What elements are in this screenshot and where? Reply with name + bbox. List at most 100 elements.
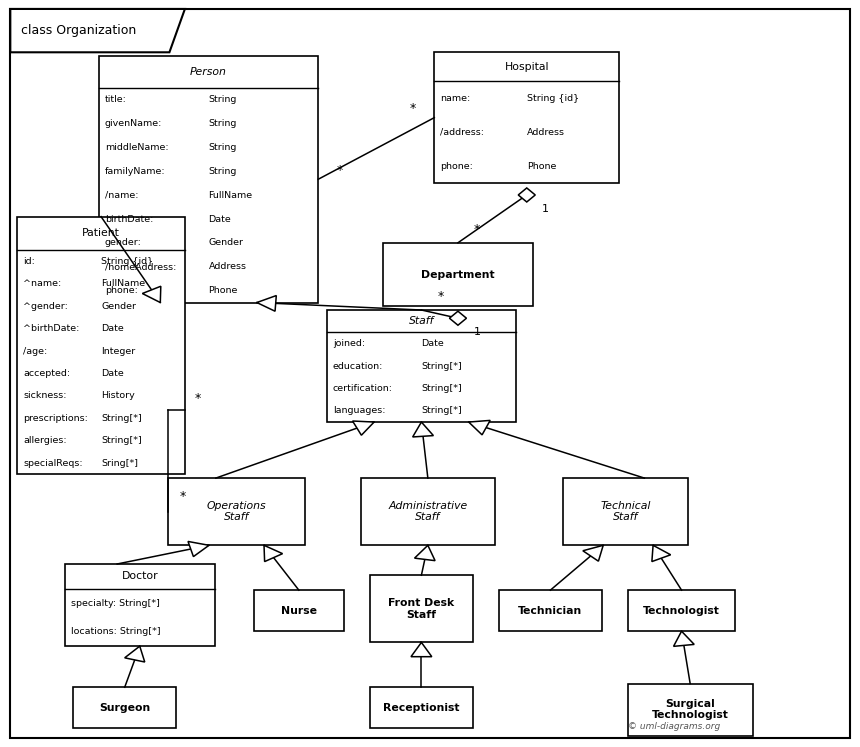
Text: Date: Date xyxy=(101,369,124,378)
Text: /address:: /address: xyxy=(440,128,484,137)
Text: Front Desk
Staff: Front Desk Staff xyxy=(389,598,454,619)
Text: Date: Date xyxy=(421,339,444,348)
Polygon shape xyxy=(411,642,432,657)
Text: Sring[*]: Sring[*] xyxy=(101,459,138,468)
Polygon shape xyxy=(450,311,466,325)
Bar xyxy=(628,590,735,631)
Polygon shape xyxy=(583,545,603,561)
Text: String {id}: String {id} xyxy=(526,93,579,102)
Text: String[*]: String[*] xyxy=(101,436,142,445)
Text: Technician: Technician xyxy=(519,606,582,616)
Text: String[*]: String[*] xyxy=(421,362,462,371)
Text: Address: Address xyxy=(526,128,565,137)
Text: languages:: languages: xyxy=(333,406,385,415)
Text: Phone: Phone xyxy=(526,161,556,170)
Text: Address: Address xyxy=(208,262,247,271)
Text: Receptionist: Receptionist xyxy=(384,703,459,713)
Text: String: String xyxy=(208,120,237,128)
Bar xyxy=(73,687,176,728)
Text: phone:: phone: xyxy=(440,161,473,170)
Polygon shape xyxy=(652,545,671,562)
Text: middleName:: middleName: xyxy=(105,143,169,152)
Polygon shape xyxy=(519,188,535,202)
Polygon shape xyxy=(673,631,694,646)
Text: © uml-diagrams.org: © uml-diagrams.org xyxy=(628,722,720,731)
Text: title:: title: xyxy=(105,96,126,105)
Polygon shape xyxy=(143,286,161,303)
Bar xyxy=(370,575,473,642)
Text: specialReqs:: specialReqs: xyxy=(23,459,83,468)
Text: 1: 1 xyxy=(542,204,550,214)
Text: class Organization: class Organization xyxy=(21,24,136,37)
Bar xyxy=(628,684,752,736)
Text: /homeAddress:: /homeAddress: xyxy=(105,262,176,271)
Text: *: * xyxy=(474,223,480,236)
Text: Nurse: Nurse xyxy=(281,606,316,616)
Bar xyxy=(563,478,688,545)
Text: gender:: gender: xyxy=(105,238,142,247)
Text: FullName: FullName xyxy=(208,190,253,199)
Text: /name:: /name: xyxy=(105,190,138,199)
Polygon shape xyxy=(188,542,209,557)
Text: certification:: certification: xyxy=(333,384,393,393)
Text: String {id}: String {id} xyxy=(101,257,153,266)
Text: Technical
Staff: Technical Staff xyxy=(600,501,651,522)
Text: name:: name: xyxy=(440,93,470,102)
Text: joined:: joined: xyxy=(333,339,365,348)
Polygon shape xyxy=(10,9,185,52)
Polygon shape xyxy=(257,296,276,311)
Bar xyxy=(499,590,602,631)
Bar xyxy=(327,310,516,422)
Text: Hospital: Hospital xyxy=(505,62,549,72)
Text: Operations
Staff: Operations Staff xyxy=(206,501,267,522)
Text: History: History xyxy=(101,391,135,400)
Text: locations: String[*]: locations: String[*] xyxy=(71,627,160,636)
Text: allergies:: allergies: xyxy=(23,436,67,445)
Text: Doctor: Doctor xyxy=(121,571,158,581)
Text: birthDate:: birthDate: xyxy=(105,214,153,223)
Bar xyxy=(168,478,305,545)
Text: ^name:: ^name: xyxy=(23,279,61,288)
Text: Integer: Integer xyxy=(101,347,135,356)
Text: Date: Date xyxy=(101,324,124,333)
Text: sickness:: sickness: xyxy=(23,391,67,400)
Text: accepted:: accepted: xyxy=(23,369,71,378)
Text: ^gender:: ^gender: xyxy=(23,302,68,311)
Text: 1: 1 xyxy=(473,327,481,338)
Polygon shape xyxy=(413,422,433,437)
Text: Surgeon: Surgeon xyxy=(99,703,150,713)
Text: *: * xyxy=(336,164,343,177)
Bar xyxy=(99,56,318,303)
Text: String: String xyxy=(208,143,237,152)
Bar xyxy=(254,590,344,631)
Text: Patient: Patient xyxy=(82,229,120,238)
Text: /age:: /age: xyxy=(23,347,47,356)
Text: Department: Department xyxy=(421,270,494,279)
Text: *: * xyxy=(180,490,187,503)
Text: Technologist: Technologist xyxy=(643,606,720,616)
Text: Staff: Staff xyxy=(408,316,434,326)
Text: givenName:: givenName: xyxy=(105,120,163,128)
Bar xyxy=(64,564,215,646)
Text: prescriptions:: prescriptions: xyxy=(23,414,88,423)
Text: ^birthDate:: ^birthDate: xyxy=(23,324,80,333)
Text: String[*]: String[*] xyxy=(421,406,462,415)
Text: id:: id: xyxy=(23,257,35,266)
Text: *: * xyxy=(409,102,416,115)
Text: FullName: FullName xyxy=(101,279,145,288)
Text: phone:: phone: xyxy=(105,286,138,295)
Text: Gender: Gender xyxy=(101,302,136,311)
Text: Person: Person xyxy=(190,67,227,77)
Text: Surgical
Technologist: Surgical Technologist xyxy=(652,699,728,720)
Text: Phone: Phone xyxy=(208,286,238,295)
Text: familyName:: familyName: xyxy=(105,167,165,176)
Text: Gender: Gender xyxy=(208,238,243,247)
Polygon shape xyxy=(264,545,283,562)
Text: Date: Date xyxy=(208,214,231,223)
Text: education:: education: xyxy=(333,362,384,371)
Text: *: * xyxy=(194,392,201,405)
Polygon shape xyxy=(469,421,490,435)
Text: String[*]: String[*] xyxy=(421,384,462,393)
Text: Administrative
Staff: Administrative Staff xyxy=(388,501,468,522)
Text: specialty: String[*]: specialty: String[*] xyxy=(71,598,159,607)
